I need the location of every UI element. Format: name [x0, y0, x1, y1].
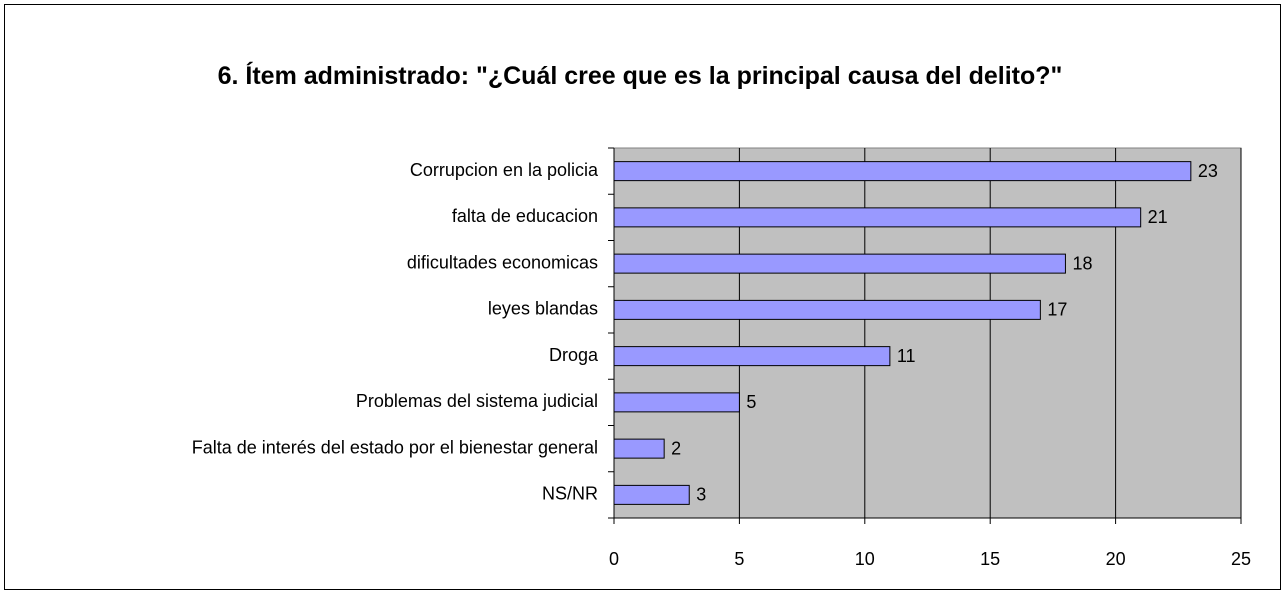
bar [613, 438, 665, 459]
bar [613, 207, 1142, 228]
y-tick-label: Problemas del sistema judicial [356, 391, 598, 411]
y-tick-label: falta de educacion [452, 206, 598, 226]
y-tick-label: dificultades economicas [407, 252, 598, 272]
value-label: 11 [897, 346, 916, 366]
x-tick-label: 25 [1231, 549, 1251, 569]
bar [613, 161, 1192, 182]
y-tick-label: Droga [549, 345, 599, 365]
value-label: 2 [671, 438, 681, 458]
value-label: 18 [1072, 253, 1092, 273]
bar [613, 484, 690, 505]
value-label: 3 [696, 485, 706, 505]
bar [613, 253, 1066, 274]
x-tick-label: 20 [1106, 549, 1126, 569]
x-tick-label: 5 [734, 549, 744, 569]
x-tick-label: 0 [609, 549, 619, 569]
chart-title: 6. Ítem administrado: "¿Cuál cree que es… [217, 62, 1063, 90]
bar [613, 346, 891, 367]
y-tick-label: Corrupcion en la policia [410, 160, 599, 180]
value-label: 17 [1047, 300, 1067, 320]
bar [613, 299, 1041, 320]
value-label: 5 [746, 392, 756, 412]
y-tick-label: Falta de interés del estado por el biene… [192, 437, 598, 457]
x-tick-label: 10 [855, 549, 875, 569]
x-tick-label: 15 [980, 549, 1000, 569]
bar [613, 392, 740, 413]
y-tick-label: leyes blandas [488, 299, 598, 319]
plot-area [613, 147, 1242, 519]
value-label: 23 [1198, 161, 1218, 181]
value-label: 21 [1148, 207, 1168, 227]
y-tick-label: NS/NR [542, 484, 598, 504]
